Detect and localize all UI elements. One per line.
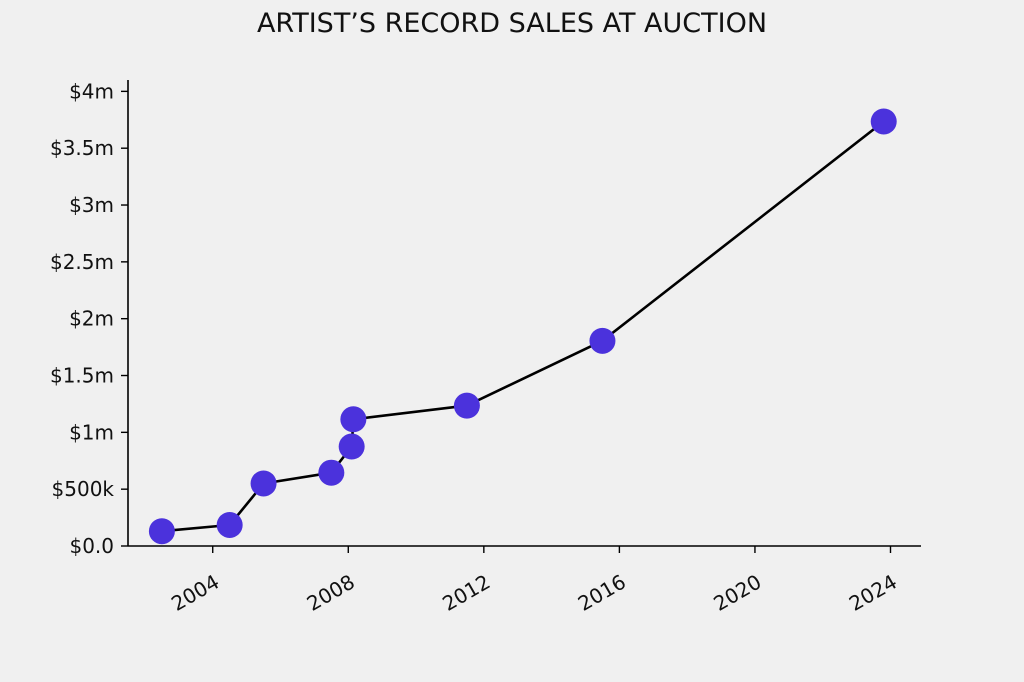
data-point <box>338 433 365 460</box>
x-tick-label: 2016 <box>574 570 630 616</box>
y-tick-label: $1.5m <box>50 364 114 388</box>
data-point <box>318 459 345 486</box>
x-tick-label: 2024 <box>845 570 901 616</box>
y-tick-label: $1m <box>69 420 114 444</box>
y-tick-label: $2.5m <box>50 250 114 274</box>
data-point <box>216 511 243 538</box>
y-tick-label: $500k <box>52 477 115 501</box>
y-tick-label: $4m <box>69 79 114 103</box>
data-point <box>453 392 480 419</box>
x-tick-label: 2008 <box>303 570 359 616</box>
data-point <box>870 108 897 135</box>
y-tick-label: $0.0 <box>69 534 114 558</box>
x-tick-label: 2012 <box>438 570 494 616</box>
data-point <box>148 518 175 545</box>
x-tick-label: 2020 <box>709 570 765 616</box>
series-line <box>161 120 885 533</box>
data-point <box>340 406 367 433</box>
data-point <box>250 470 277 497</box>
data-point <box>589 327 616 354</box>
y-tick-label: $3.5m <box>50 136 114 160</box>
chart-title: ARTIST’S RECORD SALES AT AUCTION <box>256 8 768 39</box>
y-tick-label: $3m <box>69 193 114 217</box>
x-tick-label: 2004 <box>167 570 223 616</box>
y-tick-label: $2m <box>69 307 114 331</box>
